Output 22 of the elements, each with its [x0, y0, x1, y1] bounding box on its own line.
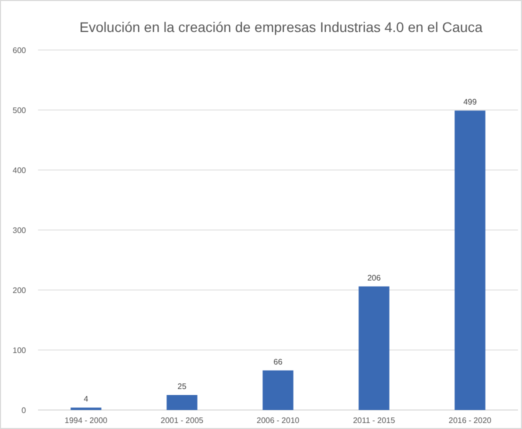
x-tick-label: 1994 - 2000: [64, 416, 108, 425]
x-tick-label: 2011 - 2015: [352, 416, 396, 425]
bar: [166, 395, 198, 410]
bar: [454, 110, 486, 410]
x-tick-label: 2016 - 2020: [448, 416, 492, 425]
bar: [358, 286, 390, 410]
data-label: 499: [463, 98, 478, 107]
y-tick-label: 0: [22, 406, 27, 415]
y-tick-label: 200: [12, 286, 27, 295]
bar: [262, 370, 294, 410]
data-label: 66: [274, 357, 283, 366]
chart-title: Evolución en la creación de empresas Industrias 4.0 en el Cauca: [79, 19, 483, 35]
y-tick-label: 300: [12, 226, 27, 235]
data-label: 25: [178, 382, 187, 391]
data-label: 206: [367, 273, 382, 282]
y-tick-label: 500: [12, 106, 27, 115]
y-tick-label: 100: [12, 346, 27, 355]
y-tick-label: 400: [12, 166, 27, 175]
x-tick-label: 2006 - 2010: [256, 416, 300, 425]
data-label: 4: [84, 394, 89, 404]
y-tick-label: 600: [12, 46, 27, 55]
x-tick-label: 2001 - 2005: [160, 416, 204, 425]
